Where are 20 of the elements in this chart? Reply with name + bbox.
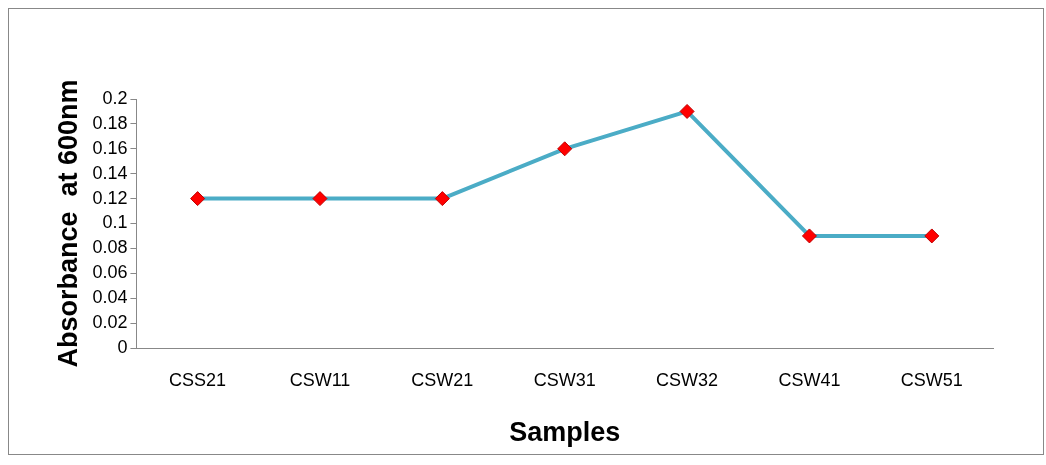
y-tick-label: 0.02 [92,312,128,333]
y-tick-label: 0.1 [102,212,128,233]
y-tick-label: 0.18 [92,112,128,133]
x-tick-label: CSW32 [656,369,719,390]
y-tick-label: 0.14 [92,162,128,183]
y-tick-label: 0 [117,336,128,357]
y-tick-label: 0.04 [92,287,128,308]
y-tick-label: 0.06 [92,262,128,283]
x-tick-label: CSW11 [289,369,351,390]
x-tick-label: CSW31 [533,369,596,390]
x-axis-title: Samples [509,417,621,448]
x-tick-label: CSS21 [169,369,227,390]
x-tick-label: CSW41 [778,369,841,390]
y-tick-label: 0.12 [92,187,128,208]
y-tick-label: 0.08 [92,237,128,258]
y-tick-label: 0.2 [102,87,128,108]
x-tick-label: CSW21 [411,369,474,390]
y-axis-title: Absorbance at 600nm [52,79,83,368]
y-tick-label: 0.16 [92,137,128,158]
x-tick-label: CSW51 [900,369,963,390]
